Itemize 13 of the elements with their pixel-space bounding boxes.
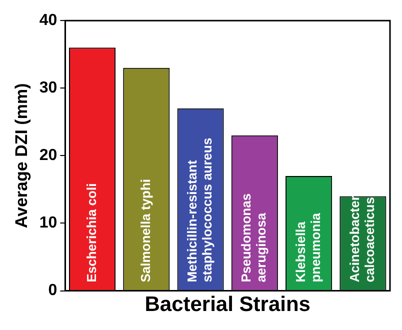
- x-tick-label: Escherichia coli: [84, 183, 99, 282]
- y-tick-label: 10: [39, 214, 58, 232]
- x-tick-label: Pseudomonas aeruginosa: [238, 193, 269, 282]
- y-tick-label: 0: [48, 282, 58, 300]
- y-tick-label: 40: [39, 12, 58, 30]
- y-tick-label: 20: [39, 147, 58, 164]
- x-axis-title: Bacterial Strains: [144, 293, 310, 316]
- x-tick-label: Acinetobacter calcoaceticus: [347, 196, 378, 282]
- x-tick-label: Klebsiella pneumonia: [292, 212, 323, 282]
- y-axis-title: Average DZI (mm): [12, 83, 31, 228]
- y-tick-label: 30: [39, 80, 58, 97]
- x-tick-label: Methicillin-resistant staphylococcus aureus: [184, 138, 215, 282]
- x-tick-label: Salmonella typhi: [138, 178, 153, 282]
